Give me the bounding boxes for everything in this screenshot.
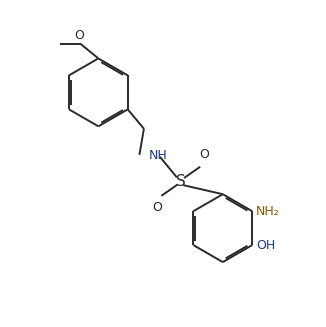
Text: OH: OH (256, 239, 275, 251)
Text: O: O (199, 148, 209, 161)
Text: NH: NH (148, 149, 167, 162)
Text: O: O (74, 29, 84, 42)
Text: O: O (153, 201, 162, 214)
Text: NH₂: NH₂ (256, 205, 280, 218)
Text: S: S (176, 174, 185, 189)
